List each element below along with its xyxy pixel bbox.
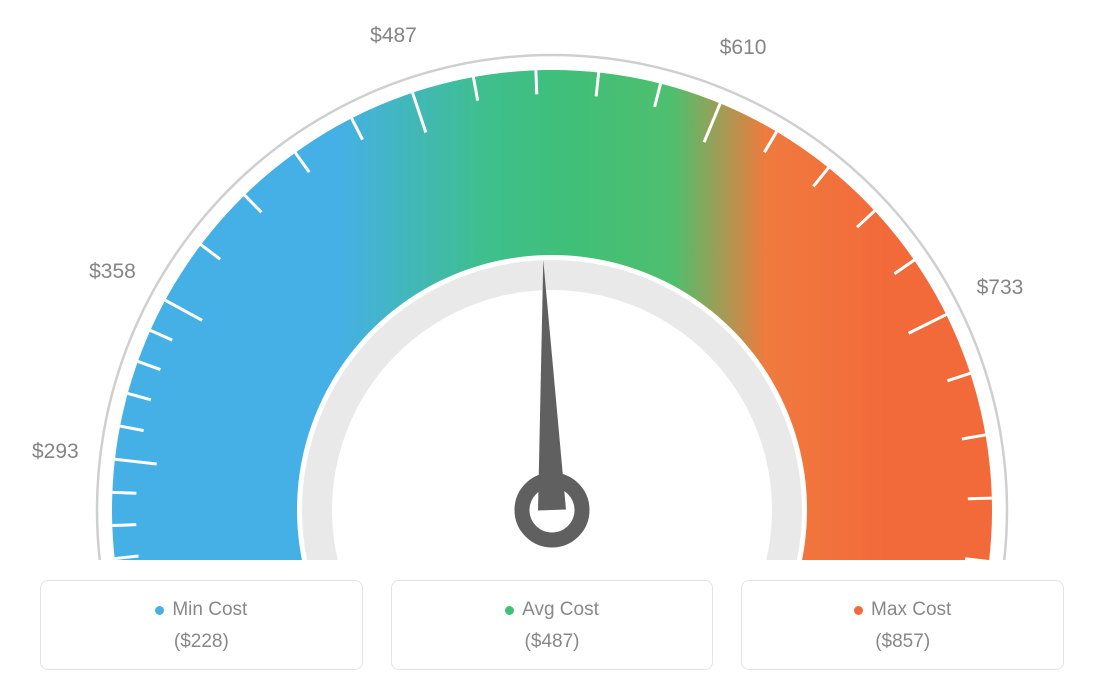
gauge-tick-label: $358 bbox=[89, 260, 136, 284]
legend-value-avg: ($487) bbox=[402, 631, 703, 653]
legend-label-max: Max Cost bbox=[871, 599, 951, 621]
legend-label-avg: Avg Cost bbox=[522, 599, 599, 621]
gauge-tick-label: $610 bbox=[720, 36, 767, 60]
gauge-area: $228$293$358$487$610$733$857 bbox=[0, 0, 1104, 550]
gauge-tick-label: $487 bbox=[370, 24, 417, 48]
legend-dot-avg bbox=[505, 606, 514, 615]
legend-value-min: ($228) bbox=[51, 631, 352, 653]
legend-dot-min bbox=[155, 606, 164, 615]
legend-dot-max bbox=[854, 606, 863, 615]
legend-card-min: Min Cost ($228) bbox=[40, 580, 363, 670]
legend-row: Min Cost ($228) Avg Cost ($487) Max Cost… bbox=[40, 580, 1064, 670]
legend-label-min: Min Cost bbox=[172, 599, 247, 621]
gauge-tick-label: $733 bbox=[977, 276, 1024, 300]
cost-gauge-chart: $228$293$358$487$610$733$857 Min Cost ($… bbox=[0, 0, 1104, 690]
legend-value-max: ($857) bbox=[752, 631, 1053, 653]
legend-card-avg: Avg Cost ($487) bbox=[391, 580, 714, 670]
gauge-tick-label: $293 bbox=[32, 440, 79, 464]
legend-card-max: Max Cost ($857) bbox=[741, 580, 1064, 670]
gauge-svg bbox=[0, 0, 1104, 560]
